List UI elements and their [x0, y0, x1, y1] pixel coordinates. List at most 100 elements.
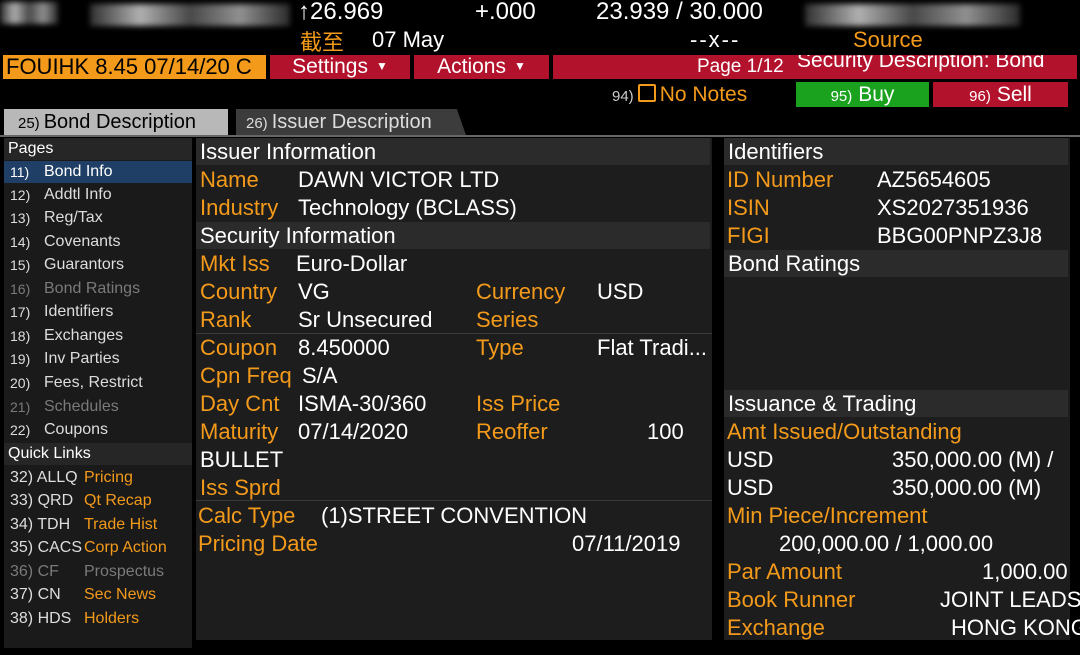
security-info-header: Security Information — [196, 222, 710, 249]
as-of-date: 07 May — [372, 27, 445, 52]
currency-value: USD — [597, 279, 644, 304]
sidebar-item-bond-info[interactable]: 11) Bond Info — [4, 161, 192, 183]
security-ticker-box[interactable]: FOUIHK 8.45 07/14/20 C — [3, 55, 266, 79]
quick-link-label: Prospectus — [84, 563, 165, 580]
par-amount-label: Par Amount — [727, 559, 842, 584]
isin-value: XS2027351936 — [877, 195, 1029, 220]
item-label: Guarantors — [44, 256, 125, 273]
quote-separator: --x-- — [690, 27, 741, 52]
item-label: Addtl Info — [44, 186, 112, 203]
country-value: VG — [298, 279, 330, 304]
buy-button[interactable]: 95) Buy — [796, 82, 929, 107]
iss-sprd-label: Iss Sprd — [200, 475, 281, 500]
tab-issuer-description[interactable]: 26) Issuer Description — [236, 109, 466, 135]
item-number: 15) — [10, 257, 31, 273]
divider — [196, 500, 712, 501]
sidebar-item-inv-parties[interactable]: 19) Inv Parties — [4, 348, 192, 370]
sidebar-item-bond-ratings[interactable]: 16) Bond Ratings — [4, 278, 192, 300]
sidebar-item-schedules[interactable]: 21) Schedules — [4, 396, 192, 418]
sidebar-item-exchanges[interactable]: 18) Exchanges — [4, 325, 192, 347]
item-number: 12) — [10, 187, 31, 203]
settings-menu[interactable]: Settings ▼ — [270, 55, 410, 79]
iss-price-label: Iss Price — [476, 391, 561, 416]
item-label: Coupons — [44, 421, 109, 438]
industry-label: Industry — [200, 195, 279, 220]
quick-link-label: Trade Hist — [84, 516, 158, 533]
quick-link-cacs[interactable]: 35) CACS Corp Action — [4, 537, 192, 559]
amt-outstanding-currency: USD — [727, 475, 774, 500]
quick-link-hds[interactable]: 38) HDS Holders — [4, 608, 192, 630]
item-number: 17) — [10, 304, 31, 320]
dropdown-caret-icon: ▼ — [376, 59, 388, 73]
sidebar-item-fees-restrict[interactable]: 20) Fees, Restrict — [4, 372, 192, 394]
divider — [196, 333, 712, 334]
tab-bond-description[interactable]: 25) Bond Description — [4, 109, 228, 135]
sidebar-item-coupons[interactable]: 22) Coupons — [4, 419, 192, 441]
item-number: 20) — [10, 375, 31, 391]
quick-link-label: Holders — [84, 610, 140, 627]
quick-link-label: Pricing — [84, 469, 133, 486]
book-runner-value: JOINT LEADS — [940, 587, 1080, 612]
quick-link-code: 35) CACS — [10, 539, 83, 556]
source-label[interactable]: Source — [853, 27, 923, 52]
actions-label: Actions — [437, 55, 506, 78]
amt-outstanding-value: 350,000.00 (M) — [892, 475, 1042, 500]
sidebar-item-covenants[interactable]: 14) Covenants — [4, 231, 192, 253]
right-panel — [724, 138, 1070, 640]
quick-link-tdh[interactable]: 34) TDH Trade Hist — [4, 514, 192, 536]
type-value: Flat Tradi... — [597, 335, 708, 360]
tab-label: Bond Description — [43, 111, 196, 133]
tab-divider — [0, 135, 1080, 137]
bond-ratings-header: Bond Ratings — [724, 250, 1068, 277]
coupon-label: Coupon — [200, 335, 278, 360]
calc-type-label: Calc Type — [198, 503, 296, 528]
mkt-iss-value: Euro-Dollar — [296, 251, 408, 276]
cpn-freq-label: Cpn Freq — [200, 363, 292, 388]
dropdown-caret-icon: ▼ — [513, 59, 526, 73]
buy-number: 95) — [830, 88, 853, 105]
item-number: 19) — [10, 351, 31, 367]
settings-label: Settings — [292, 55, 368, 78]
item-label: Inv Parties — [44, 350, 120, 367]
buy-label: Buy — [858, 83, 895, 106]
type-label: Type — [476, 335, 524, 360]
quick-link-allq[interactable]: 32) ALLQ Pricing — [4, 467, 192, 489]
tab-number: 26) — [246, 115, 268, 132]
rank-label: Rank — [200, 307, 252, 332]
quick-link-code: 36) CF — [10, 563, 59, 580]
quick-link-label: Sec News — [84, 586, 157, 603]
last-price: ↑26.969 — [298, 0, 384, 25]
notes-button[interactable]: 94) No Notes — [612, 83, 747, 107]
actions-menu[interactable]: Actions ▼ — [414, 55, 549, 79]
coupon-value: 8.450000 — [298, 335, 390, 360]
rank-value: Sr Unsecured — [298, 307, 433, 332]
sidebar-item-guarantors[interactable]: 15) Guarantors — [4, 254, 192, 276]
bid-ask: 23.939 / 30.000 — [596, 0, 763, 25]
figi-label: FIGI — [727, 223, 770, 248]
bullet-flag: BULLET — [200, 447, 284, 472]
item-number: 18) — [10, 328, 31, 344]
sidebar-item-reg-tax[interactable]: 13) Reg/Tax — [4, 207, 192, 229]
sell-button[interactable]: 96) Sell — [933, 82, 1068, 107]
item-label: Schedules — [44, 398, 119, 415]
tab-number: 25) — [18, 115, 40, 132]
item-number: 22) — [10, 422, 31, 438]
sidebar-item-identifiers[interactable]: 17) Identifiers — [4, 301, 192, 323]
issuer-info-header: Issuer Information — [196, 138, 710, 165]
item-number: 16) — [10, 281, 31, 297]
quick-link-code: 33) QRD — [10, 492, 74, 509]
notes-label: No Notes — [659, 83, 748, 106]
page-indicator: Page 1/12 — [697, 56, 784, 77]
amt-issued-value: 350,000.00 (M) / — [892, 447, 1054, 472]
quick-link-qrd[interactable]: 33) QRD Qt Recap — [4, 490, 192, 512]
quick-link-cf[interactable]: 36) CF Prospectus — [4, 561, 192, 583]
quick-link-cn[interactable]: 37) CN Sec News — [4, 584, 192, 606]
sidebar-item-addtl-info[interactable]: 12) Addtl Info — [4, 184, 192, 206]
currency-label: Currency — [476, 279, 566, 304]
as-of-label: 截至 — [300, 30, 345, 55]
calc-type-value: (1)STREET CONVENTION — [321, 503, 588, 528]
item-label: Bond Info — [44, 163, 113, 180]
pricing-date-label: Pricing Date — [198, 531, 318, 556]
pages-header: Pages — [4, 138, 192, 160]
par-amount-value: 1,000.00 — [982, 559, 1068, 584]
